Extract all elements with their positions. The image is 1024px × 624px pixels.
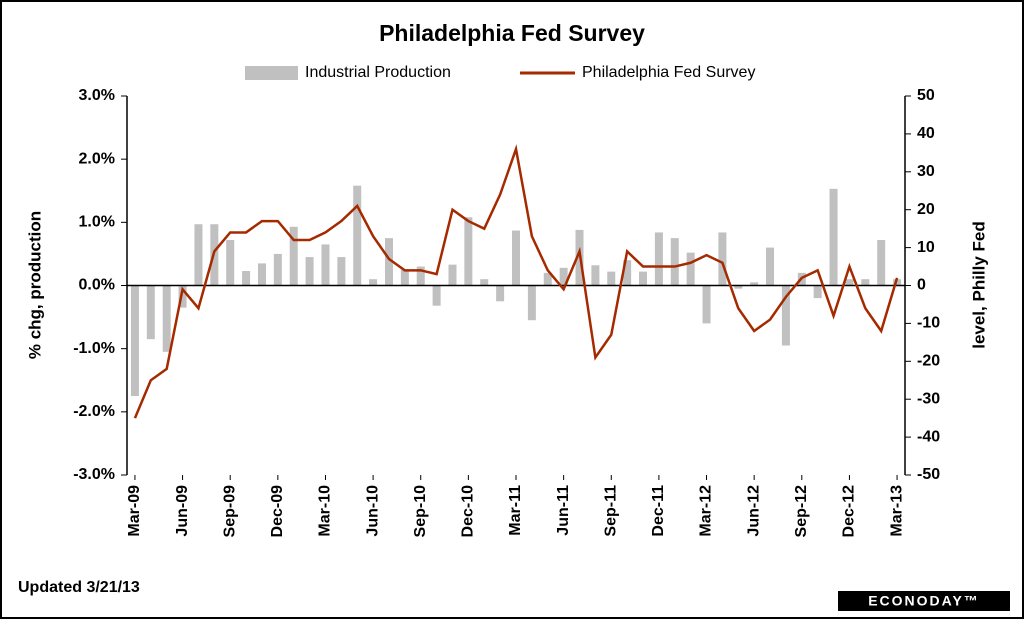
bar xyxy=(702,285,711,324)
y2-tick-label: -40 xyxy=(917,428,940,445)
bar xyxy=(527,285,536,321)
bar xyxy=(893,279,902,286)
bar xyxy=(353,185,362,286)
bar xyxy=(162,285,171,352)
bar xyxy=(639,271,648,286)
source-logo: ECONODAY™ xyxy=(868,593,980,609)
bar xyxy=(432,285,441,306)
y-tick-label: -1.0% xyxy=(73,340,115,357)
bar xyxy=(686,252,695,286)
y2-tick-label: 10 xyxy=(917,239,935,256)
bar xyxy=(543,272,552,286)
y2-tick-label: -50 xyxy=(917,466,940,483)
bar xyxy=(829,188,838,286)
bar xyxy=(305,257,314,286)
y-tick-label: 2.0% xyxy=(79,150,115,167)
y2-axis-label: level, Philly Fed xyxy=(969,221,988,349)
x-tick-label: Jun-10 xyxy=(364,485,381,537)
x-tick-label: Sep-09 xyxy=(221,485,238,538)
x-tick-label: Jun-12 xyxy=(745,485,762,537)
y2-tick-label: 0 xyxy=(917,277,926,294)
bar xyxy=(496,285,505,302)
bar xyxy=(654,232,663,286)
x-tick-label: Mar-12 xyxy=(698,485,715,537)
x-tick-label: Jun-11 xyxy=(555,485,572,536)
y-tick-label: 0.0% xyxy=(79,277,115,294)
x-tick-label: Mar-09 xyxy=(126,485,143,537)
bar xyxy=(512,230,520,286)
bar xyxy=(670,238,679,286)
x-tick-label: Mar-10 xyxy=(317,485,334,537)
bar xyxy=(384,238,393,286)
x-tick-label: Sep-10 xyxy=(412,485,429,538)
y2-tick-label: 40 xyxy=(917,125,935,142)
bar xyxy=(194,224,203,286)
bar xyxy=(337,257,346,286)
x-tick-label: Dec-10 xyxy=(460,485,477,538)
footnote: Updated 3/21/13 xyxy=(18,579,140,596)
legend-label: Philadelphia Fed Survey xyxy=(582,64,755,81)
x-tick-label: Dec-09 xyxy=(269,485,286,538)
y-tick-label: -3.0% xyxy=(73,466,115,483)
y2-tick-label: -20 xyxy=(917,353,940,370)
x-tick-label: Sep-12 xyxy=(793,485,810,538)
bar xyxy=(877,240,886,286)
bar xyxy=(750,282,759,286)
line xyxy=(133,144,899,419)
y2-tick-label: -30 xyxy=(917,390,940,407)
bar xyxy=(178,285,187,308)
bar xyxy=(623,260,632,286)
x-tick-label: Sep-11 xyxy=(602,485,619,537)
chart-title: Philadelphia Fed Survey xyxy=(379,20,645,46)
bar xyxy=(226,240,235,286)
y-tick-label: 3.0% xyxy=(79,87,115,104)
bar xyxy=(861,279,870,286)
y2-tick-label: -10 xyxy=(917,315,940,332)
bar xyxy=(734,285,743,289)
bar xyxy=(766,247,775,286)
y-tick-label: 1.0% xyxy=(79,214,115,231)
bar xyxy=(289,226,298,286)
bar xyxy=(369,279,378,286)
bar xyxy=(559,267,568,286)
legend-label: Industrial Production xyxy=(305,64,451,81)
legend-swatch xyxy=(245,66,298,80)
y2-tick-label: 20 xyxy=(917,201,935,218)
bar xyxy=(464,217,473,286)
bar xyxy=(257,263,266,286)
bar xyxy=(448,264,457,286)
bar xyxy=(400,269,409,286)
x-tick-label: Mar-11 xyxy=(507,485,524,536)
x-tick-label: Mar-13 xyxy=(888,485,905,537)
bar xyxy=(591,265,600,286)
x-tick-label: Dec-11 xyxy=(650,485,667,537)
y2-tick-label: 50 xyxy=(917,87,935,104)
bar xyxy=(845,279,854,286)
bar xyxy=(146,285,155,340)
bar xyxy=(607,271,616,286)
bar xyxy=(273,253,282,286)
bar xyxy=(242,270,251,286)
bar xyxy=(781,285,790,346)
bar xyxy=(718,232,727,286)
bar xyxy=(321,244,330,286)
y-tick-label: -2.0% xyxy=(73,403,115,420)
y2-tick-label: 30 xyxy=(917,163,935,180)
bar xyxy=(416,266,425,286)
x-tick-label: Dec-12 xyxy=(841,485,858,538)
bar xyxy=(480,279,489,286)
logo-box xyxy=(838,591,1010,611)
y-axis-label: % chg, production xyxy=(25,211,44,359)
bar xyxy=(130,285,139,397)
x-tick-label: Jun-09 xyxy=(174,485,191,537)
bar xyxy=(813,285,822,299)
